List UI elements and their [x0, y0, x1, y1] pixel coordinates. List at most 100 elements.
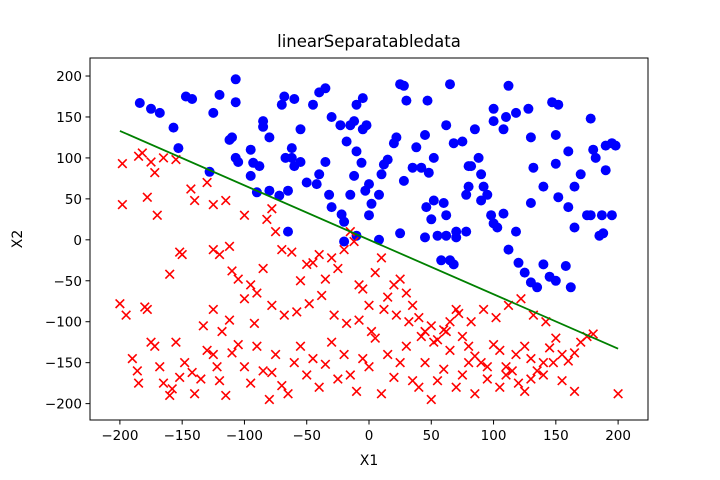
circle-point: [563, 146, 574, 157]
x-point: [308, 353, 318, 364]
circle-point: [420, 130, 430, 140]
y-tick-label: −150: [45, 356, 82, 372]
x-point: [332, 374, 343, 384]
x-point: [379, 304, 389, 315]
x-point: [466, 316, 476, 327]
x-point: [304, 298, 315, 309]
circle-point: [349, 170, 360, 181]
circle-point: [503, 244, 514, 255]
x-point: [513, 378, 524, 389]
x-point: [249, 318, 260, 329]
x-point: [470, 388, 480, 399]
x-point: [186, 184, 196, 194]
circle-point: [416, 162, 427, 173]
circle-point: [345, 189, 356, 200]
circle-point: [569, 181, 580, 192]
circle-point: [395, 228, 406, 239]
circle-point: [320, 83, 331, 94]
circle-point: [335, 120, 346, 131]
x-point: [289, 357, 300, 368]
x-point: [239, 361, 250, 372]
ticks-layer: −200 −150 −100 −50 0 50 100 150 200 −200 −150 −100 −…: [45, 69, 631, 444]
circle-point: [585, 113, 596, 124]
x-point: [264, 394, 275, 405]
x-point: [482, 374, 493, 384]
circle-point: [308, 99, 318, 110]
circle-point: [314, 169, 325, 180]
circle-point: [286, 143, 297, 154]
circle-point: [187, 94, 198, 104]
x-point: [214, 249, 225, 260]
circle-point: [501, 112, 511, 122]
x-point: [224, 241, 235, 252]
x-point: [276, 244, 287, 255]
circle-point: [538, 259, 549, 270]
x-point: [189, 195, 200, 206]
x-point: [516, 293, 526, 304]
circle-point: [361, 120, 372, 131]
x-point: [370, 267, 381, 278]
x-point: [354, 315, 364, 325]
x-point: [445, 345, 455, 356]
x-point: [544, 343, 555, 353]
circle-point: [432, 230, 443, 241]
x-tick-label: 50: [423, 428, 440, 444]
x-point: [416, 331, 427, 342]
x-point: [279, 310, 290, 321]
circle-point: [324, 189, 335, 200]
x-tick-label: 100: [481, 428, 507, 444]
x-point: [326, 337, 337, 348]
circle-point: [374, 189, 384, 200]
x-point: [177, 249, 188, 260]
x-point: [548, 357, 559, 368]
circle-point: [364, 179, 374, 190]
circle-point: [441, 230, 452, 241]
x-point: [501, 361, 511, 372]
circle-point: [407, 162, 418, 173]
circle-point: [423, 167, 434, 178]
x-point: [457, 370, 468, 380]
circle-point: [420, 232, 430, 243]
x-point: [146, 157, 156, 167]
x-point: [158, 378, 169, 389]
x-point: [117, 158, 128, 169]
circle-point: [457, 136, 468, 147]
x-point: [345, 370, 356, 380]
x-point: [519, 341, 530, 352]
x-point: [245, 378, 256, 389]
x-point: [413, 382, 424, 393]
circle-point: [563, 202, 574, 213]
x-point: [270, 226, 281, 237]
x-point: [301, 370, 312, 380]
y-tick-label: 0: [73, 233, 82, 249]
x-point: [395, 274, 406, 284]
chart-title: linearSeparatabledata: [277, 32, 461, 51]
x-point: [519, 386, 530, 397]
circle-point: [550, 130, 561, 140]
circle-point: [436, 255, 447, 266]
circle-point: [276, 99, 287, 110]
x-point: [482, 361, 493, 372]
circle-point: [565, 282, 576, 293]
x-point: [262, 214, 272, 225]
circle-point: [341, 136, 352, 147]
circle-point: [575, 169, 586, 180]
x-point: [370, 333, 381, 343]
circle-point: [301, 177, 312, 188]
x-point: [171, 337, 181, 348]
x-point: [320, 274, 331, 284]
x-point: [117, 199, 128, 210]
circle-point: [488, 103, 499, 114]
circle-point: [538, 181, 549, 192]
circle-point: [351, 146, 362, 157]
circle-point: [441, 120, 452, 131]
x-point: [357, 353, 368, 364]
x-point: [426, 320, 437, 331]
circle-point: [339, 236, 350, 247]
x-point: [115, 298, 125, 309]
x-point: [295, 275, 306, 286]
circle-point: [588, 144, 599, 155]
x-point: [376, 388, 387, 399]
x-point: [569, 386, 580, 397]
x-tick-label: −150: [164, 428, 201, 444]
